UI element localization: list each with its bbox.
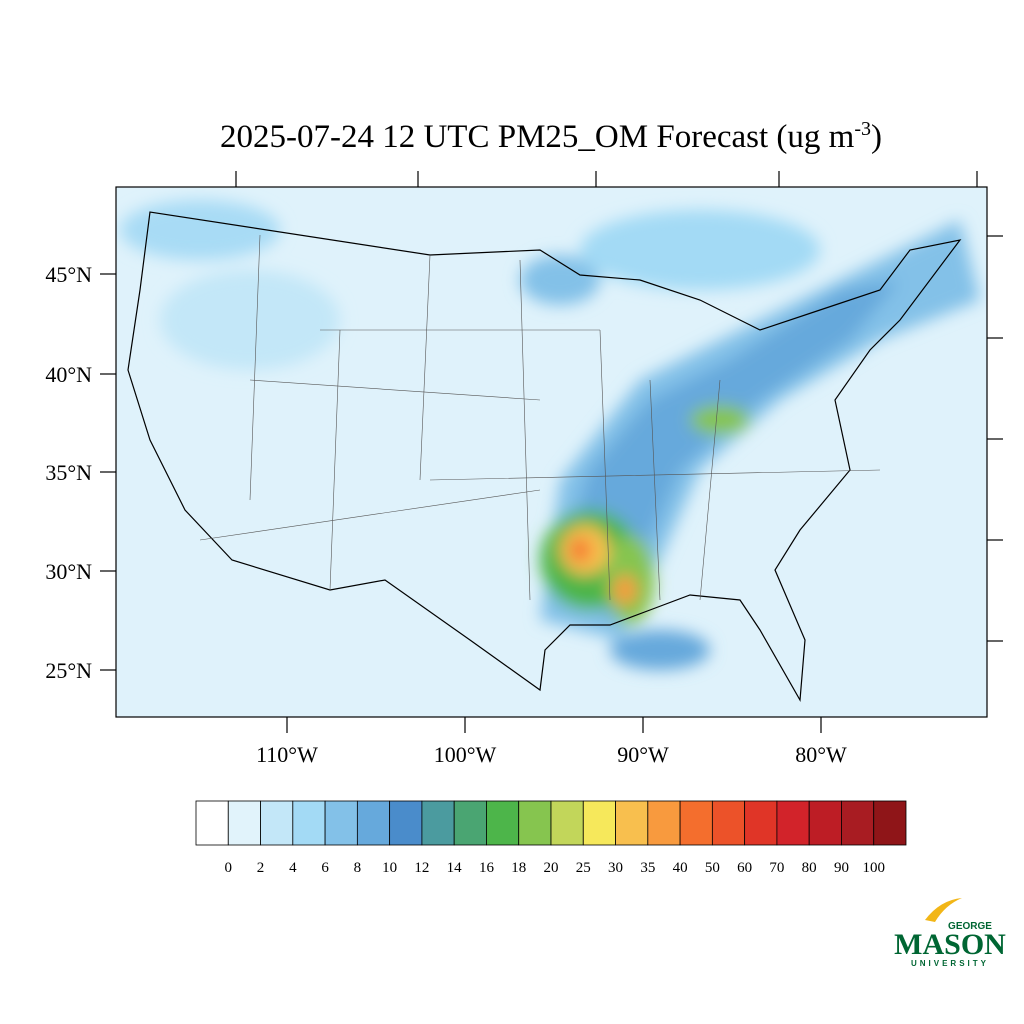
colorbar-label: 0 <box>225 860 233 876</box>
colorbar-box <box>776 800 810 846</box>
lat-label: 40°N <box>45 362 92 387</box>
lon-label: 100°W <box>434 742 497 767</box>
colorbar-label: 35 <box>640 860 655 876</box>
colorbar-box <box>324 800 358 846</box>
lon-label: 80°W <box>795 742 847 767</box>
coastline <box>127 211 962 702</box>
lat-label: 45°N <box>45 262 92 287</box>
colorbar-box <box>841 800 875 846</box>
colorbar-box <box>808 800 842 846</box>
colorbar-label: 12 <box>414 860 429 876</box>
logo: GEORGE MASON UNIVERSITY <box>894 898 1006 968</box>
concentration-field <box>120 200 980 670</box>
colorbar-label: 30 <box>608 860 623 876</box>
lat-label: 35°N <box>45 460 92 485</box>
colorbar-box <box>260 800 294 846</box>
colorbar-label: 6 <box>321 860 329 876</box>
colorbar-box <box>582 800 616 846</box>
colorbar-label: 10 <box>382 860 397 876</box>
logo-bottom: UNIVERSITY <box>911 959 989 968</box>
colorbar-box <box>711 800 746 846</box>
lon-label: 90°W <box>617 742 669 767</box>
map <box>116 187 987 717</box>
colorbar-box <box>292 800 326 846</box>
colorbar-box <box>615 800 649 846</box>
lon-label: 110°W <box>256 742 318 767</box>
colorbar-box <box>227 800 261 846</box>
colorbar-box <box>356 800 391 846</box>
colorbar-box <box>421 800 455 846</box>
colorbar-box <box>389 800 423 846</box>
colorbar-box <box>873 800 907 846</box>
colorbar-label: 16 <box>479 860 495 876</box>
colorbar-box <box>195 800 229 846</box>
colorbar-label: 70 <box>769 860 784 876</box>
state-borders <box>199 234 881 601</box>
map-ticks <box>100 171 1003 733</box>
colorbar-box <box>518 800 552 846</box>
colorbar-label: 90 <box>834 860 849 876</box>
colorbar-label: 40 <box>673 860 688 876</box>
lat-label: 30°N <box>45 559 92 584</box>
lat-label: 25°N <box>45 658 92 683</box>
map-frame <box>115 186 988 718</box>
colorbar-box <box>744 800 778 846</box>
colorbar-box <box>679 800 713 846</box>
colorbar-label: 4 <box>289 860 297 876</box>
colorbar-box <box>486 800 520 846</box>
logo-main: MASON <box>894 928 1006 961</box>
logo-swoosh <box>925 898 962 922</box>
colorbar-label: 14 <box>447 860 463 876</box>
logo-top: GEORGE <box>948 921 992 932</box>
colorbar-box <box>453 800 487 846</box>
colorbar-label: 100 <box>862 860 885 876</box>
colorbar-label: 25 <box>576 860 591 876</box>
colorbar-label: 80 <box>802 860 817 876</box>
colorbar-label: 2 <box>257 860 265 876</box>
colorbar-label: 60 <box>737 860 752 876</box>
colorbar-box <box>550 800 584 846</box>
colorbar-label: 50 <box>705 860 720 876</box>
colorbar-box <box>647 800 681 846</box>
colorbar-label: 18 <box>511 860 526 876</box>
colorbar-label: 8 <box>354 860 362 876</box>
colorbar-label: 20 <box>544 860 559 876</box>
title: 2025-07-24 12 UTC PM25_OM Forecast (ug m… <box>220 118 882 155</box>
